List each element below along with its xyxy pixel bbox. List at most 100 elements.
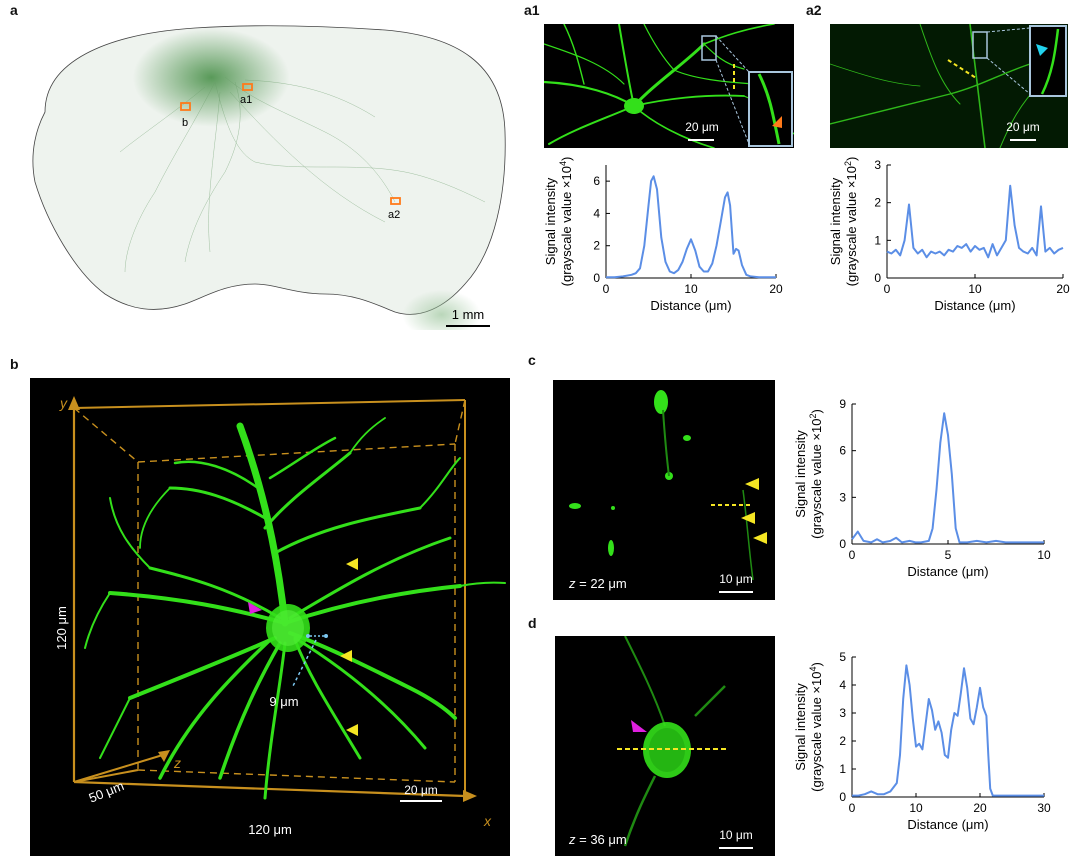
axis-x-label: x: [483, 813, 492, 829]
y-label-line2-c: (grayscale value ×102): [808, 409, 824, 539]
y-tick-label-a1: 6: [593, 174, 600, 188]
scalebar-b-label: 20 μm: [404, 783, 438, 797]
micrograph-d: z = 36 μm 10 μm: [555, 636, 775, 856]
y-tick-label-a2: 2: [874, 196, 881, 210]
y-label-exp-a1: 4: [558, 161, 568, 166]
dim-y-label: 120 μm: [54, 606, 69, 650]
y-axis-label-a1: Signal intensity (grayscale value ×104): [543, 157, 574, 287]
svg-text:z = 36 μm: z = 36 μm: [568, 832, 627, 847]
y-label-close-a2: ): [844, 157, 859, 161]
profile-line-a2: [886, 184, 1064, 259]
micrograph-a1: 20 μm: [544, 24, 794, 148]
y-label-close-d: ): [809, 662, 824, 666]
x-tick-label-c: 5: [945, 548, 952, 562]
x-tick-label-a1: 20: [769, 282, 783, 296]
z-prefix-c: z: [568, 576, 576, 591]
roi-box-a2: [390, 197, 401, 205]
panel-label-b: b: [10, 356, 19, 372]
y-axis-label-a2: Signal intensity (grayscale value ×102): [828, 157, 859, 287]
y-label-exp-c: 2: [808, 414, 818, 419]
panel-label-a1: a1: [524, 2, 540, 18]
y-tick-label-c: 3: [839, 490, 846, 504]
profile-line-c: [851, 412, 1044, 544]
panel-label-a: a: [10, 2, 18, 18]
x-tick-label-d: 10: [909, 801, 923, 815]
y-tick-label-a2: 1: [874, 233, 881, 247]
x-tick-label-a2: 10: [968, 282, 982, 296]
roi-box-b: [180, 102, 191, 111]
arrowhead-yellow-b3: [346, 724, 358, 736]
y-tick-label-c: 9: [839, 397, 846, 411]
y-label-unit-c: (grayscale value ×10: [809, 419, 824, 539]
panel-label-a2: a2: [806, 2, 822, 18]
y-tick-label-c: 6: [839, 444, 846, 458]
y-label-line1-a2: Signal intensity: [828, 177, 843, 265]
inset-a1: [748, 71, 793, 147]
y-tick-label-d: 4: [839, 678, 846, 692]
micrograph-c: z = 22 μm 10 μm: [553, 380, 775, 600]
panel-label-d: d: [528, 615, 537, 631]
roi-label-b: b: [182, 117, 188, 129]
scalebar-a2-label: 20 μm: [1006, 120, 1040, 134]
y-axis-label-d: Signal intensity (grayscale value ×104): [793, 662, 824, 792]
panel-label-c: c: [528, 352, 536, 368]
x-axis-label-a2: Distance (μm): [934, 298, 1015, 313]
y-tick-label-a2: 3: [874, 158, 881, 172]
roi-box-a1: [242, 83, 253, 91]
profile-line-a1: [606, 175, 776, 279]
x-tick-label-c: 10: [1037, 548, 1051, 562]
y-tick-label-d: 1: [839, 762, 846, 776]
roi-label-a2: a2: [388, 209, 400, 221]
roi-label-a1: a1: [240, 94, 252, 106]
x-tick-label-a2: 0: [884, 282, 891, 296]
y-tick-label-a2: 0: [874, 271, 881, 285]
z-depth-d: = 36 μm: [576, 832, 627, 847]
svg-text:z = 22 μm: z = 22 μm: [568, 576, 627, 591]
y-tick-label-d: 3: [839, 706, 846, 720]
arrowhead-yellow-b1: [346, 558, 358, 570]
dim-x-label: 120 μm: [248, 822, 292, 837]
chart-c: 0 5 10 0 3 6 9 Distance (μm) Signal intensity (gr…: [793, 397, 1051, 579]
neuron-3d-panel: y z x 120 μm 50 μm 120 μm: [30, 378, 510, 856]
y-label-line2-a1: (grayscale value ×104): [558, 157, 574, 287]
profile-line-d: [852, 664, 1044, 797]
y-label-close-a1: ): [559, 157, 574, 161]
inset-a2: [1029, 25, 1067, 97]
x-tick-label-a1: 10: [684, 282, 698, 296]
y-label-unit-a2: (grayscale value ×10: [844, 166, 859, 286]
x-axis-label-a1: Distance (μm): [650, 298, 731, 313]
soma-size-label: 9 μm: [269, 694, 298, 709]
z-prefix-d: z: [568, 832, 576, 847]
y-tick-label-d: 2: [839, 734, 846, 748]
arrowhead-orange: [772, 116, 782, 128]
y-tick-label-a1: 0: [593, 271, 600, 285]
y-label-unit-a1: (grayscale value ×10: [559, 166, 574, 286]
x-tick-label-d: 20: [973, 801, 987, 815]
axis-y-label: y: [59, 395, 68, 411]
y-label-exp-a2: 2: [843, 161, 853, 166]
x-axis-label-c: Distance (μm): [907, 564, 988, 579]
y-tick-label-a1: 4: [593, 206, 600, 220]
scalebar-a-label: 1 mm: [452, 307, 485, 322]
y-label-line2-d: (grayscale value ×104): [808, 662, 824, 792]
x-tick-label-a1: 0: [603, 282, 610, 296]
y-label-exp-d: 4: [808, 667, 818, 672]
chart-a1: 0 10 20 0 2 4 6 Distance (μm) Signal intensity (g…: [543, 157, 783, 313]
chart-a2: 0 10 20 0 1 2 3 Distance (μm) Signal intensity (g…: [828, 157, 1070, 313]
x-tick-label-a2: 20: [1056, 282, 1070, 296]
brain-section-panel: a1 b a2 1 mm: [25, 22, 515, 330]
y-label-unit-d: (grayscale value ×10: [809, 672, 824, 792]
scalebar-d-label: 10 μm: [719, 828, 753, 842]
scalebar-c-label: 10 μm: [719, 572, 753, 586]
y-axis-label-c: Signal intensity (grayscale value ×102): [793, 409, 824, 539]
arrowhead-yellow-b2: [340, 650, 352, 662]
x-tick-label-c: 0: [849, 548, 856, 562]
y-tick-label-a1: 2: [593, 239, 600, 253]
x-axis-label-d: Distance (μm): [907, 817, 988, 832]
brain-section-image: a1 b a2 1 mm: [25, 22, 515, 330]
chart-d: 0 10 20 30 0 1 2 3 4 5 Distance (μm) Signal intensi…: [793, 650, 1051, 832]
arrowhead-cyan: [1036, 44, 1048, 56]
y-label-line1-c: Signal intensity: [793, 430, 808, 518]
y-label-line2-a2: (grayscale value ×102): [843, 157, 859, 287]
scalebar-a1-label: 20 μm: [685, 120, 719, 134]
